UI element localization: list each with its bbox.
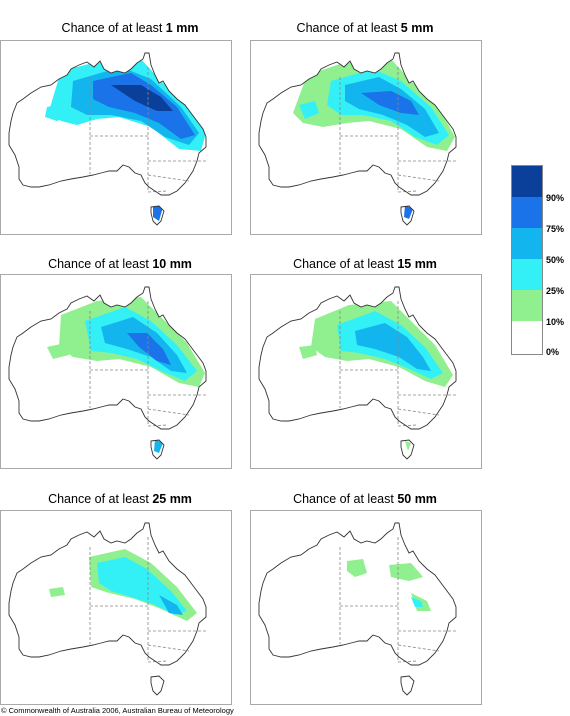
rainfall-area-c10 xyxy=(299,345,317,359)
rainfall-area-c50 xyxy=(355,323,431,371)
state-border xyxy=(147,424,168,427)
rainfall-shading xyxy=(293,59,455,219)
tasmania-coastline xyxy=(400,439,415,460)
rainfall-area-c75 xyxy=(404,205,413,219)
state-border xyxy=(147,408,190,416)
panel-title-amount: 25 mm xyxy=(152,492,192,506)
australia-map xyxy=(8,522,207,696)
legend-swatch-90 xyxy=(512,166,542,197)
rainfall-area-c50 xyxy=(154,439,163,453)
legend-label-25: 25% xyxy=(546,286,565,296)
rainfall-area-c50 xyxy=(159,595,183,615)
state-border xyxy=(147,190,168,193)
state-border xyxy=(147,174,190,182)
panel-title: Chance of at least 5 mm xyxy=(230,21,500,35)
map-50mm xyxy=(250,510,482,705)
panel-title: Chance of at least 15 mm xyxy=(230,257,500,271)
rainfall-shading xyxy=(299,301,453,451)
panel-title: Chance of at least 25 mm xyxy=(0,492,250,506)
australia-map xyxy=(258,522,457,696)
state-border xyxy=(147,644,190,652)
tasmania-coastline xyxy=(150,675,165,696)
panel-title: Chance of at least 10 mm xyxy=(0,257,250,271)
mainland-coastline xyxy=(8,522,207,666)
australia-map xyxy=(8,286,207,460)
rainfall-area-c25 xyxy=(45,103,71,121)
panel-title-amount: 10 mm xyxy=(152,257,192,271)
panel-title-prefix: Chance of at least xyxy=(293,492,398,506)
legend-label-75: 75% xyxy=(546,224,565,234)
rainfall-area-c90 xyxy=(111,85,173,111)
panel-title: Chance of at least 50 mm xyxy=(230,492,500,506)
tasmania-coastline xyxy=(150,439,165,460)
panel-title: Chance of at least 1 mm xyxy=(0,21,260,35)
map-25mm xyxy=(0,510,232,705)
mainland-coastline xyxy=(8,286,207,430)
rainfall-area-c10 xyxy=(47,343,69,359)
panel-title-prefix: Chance of at least xyxy=(48,257,153,271)
panel-title-prefix: Chance of at least xyxy=(296,21,401,35)
panel-title-amount: 15 mm xyxy=(397,257,437,271)
legend-label-50: 50% xyxy=(546,255,565,265)
copyright-notice: © Commonwealth of Australia 2006, Austra… xyxy=(1,706,234,715)
rainfall-shading xyxy=(45,59,206,221)
rainfall-shading xyxy=(49,549,197,621)
legend-label-90: 90% xyxy=(546,193,565,203)
rainfall-area-c10 xyxy=(389,563,423,581)
panel-15mm: Chance of at least 15 mm xyxy=(250,254,510,474)
tasmania-coastline xyxy=(400,205,415,226)
rainfall-area-c10 xyxy=(405,441,411,451)
state-border xyxy=(397,190,418,193)
state-border xyxy=(147,660,168,663)
panel-title-amount: 50 mm xyxy=(397,492,437,506)
mainland-coastline xyxy=(258,522,457,666)
panel-title-amount: 1 mm xyxy=(165,21,199,35)
legend-swatch-0 xyxy=(512,321,542,354)
rainfall-area-c75 xyxy=(361,91,419,115)
map-5mm xyxy=(250,40,482,235)
legend-swatch-25 xyxy=(512,259,542,290)
state-border xyxy=(397,424,418,427)
panel-title-prefix: Chance of at least xyxy=(48,492,153,506)
legend-colorbar xyxy=(511,165,543,355)
mainland-coastline xyxy=(8,52,207,196)
tasmania-coastline xyxy=(150,205,165,226)
rainfall-shading xyxy=(347,559,431,611)
tasmania-coastline xyxy=(400,675,415,696)
panel-50mm: Chance of at least 50 mm xyxy=(250,489,510,709)
rainfall-area-c10 xyxy=(347,559,367,577)
panel-25mm: Chance of at least 25 mm xyxy=(0,489,260,709)
map-10mm xyxy=(0,274,232,469)
mainland-coastline xyxy=(258,286,457,430)
map-1mm xyxy=(0,40,232,235)
legend-swatch-50 xyxy=(512,228,542,259)
state-border xyxy=(397,660,418,663)
panel-title-prefix: Chance of at least xyxy=(61,21,166,35)
state-border xyxy=(397,408,440,416)
australia-map xyxy=(258,286,457,460)
map-15mm xyxy=(250,274,482,469)
rainfall-shading xyxy=(47,297,205,453)
panel-5mm: Chance of at least 5 mm xyxy=(250,18,510,238)
panel-1mm: Chance of at least 1 mm xyxy=(0,18,260,238)
rainfall-area-c10 xyxy=(49,587,65,597)
panel-title-prefix: Chance of at least xyxy=(293,257,398,271)
rainfall-area-c75 xyxy=(127,333,171,365)
rainfall-area-c25 xyxy=(411,597,423,607)
panel-title-amount: 5 mm xyxy=(400,21,434,35)
australia-map xyxy=(8,52,207,226)
legend-swatch-10 xyxy=(512,290,542,321)
state-border xyxy=(397,644,440,652)
legend-swatch-75 xyxy=(512,197,542,228)
mainland-coastline xyxy=(258,52,457,196)
rainfall-area-c25 xyxy=(299,101,319,119)
australia-map xyxy=(258,52,457,226)
legend-label-10: 10% xyxy=(546,317,565,327)
panel-10mm: Chance of at least 10 mm xyxy=(0,254,260,474)
state-border xyxy=(397,174,440,182)
legend-label-0: 0% xyxy=(546,347,560,357)
